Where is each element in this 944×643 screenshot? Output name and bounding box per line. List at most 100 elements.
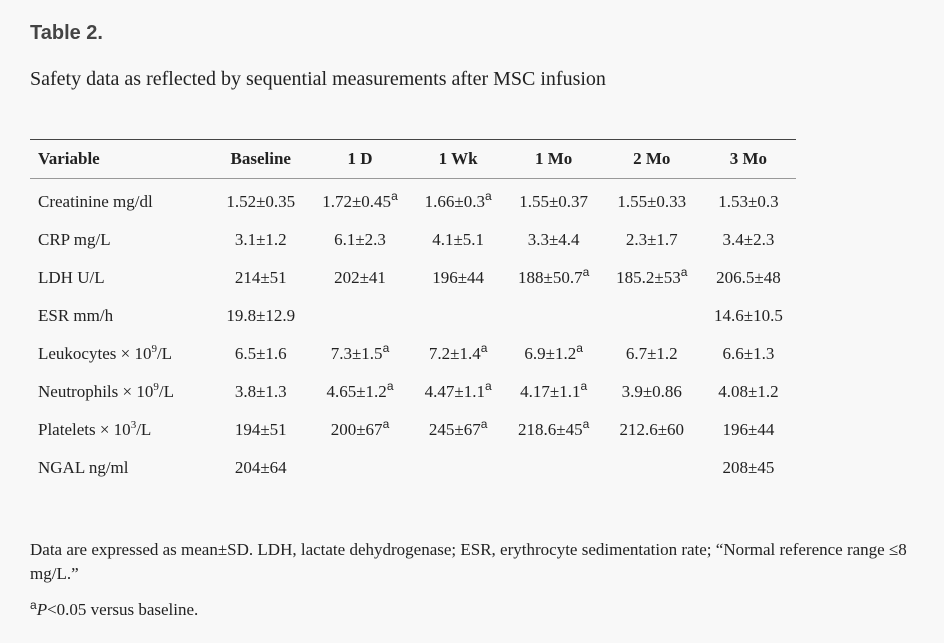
table-cell: 4.47±1.1a bbox=[412, 373, 505, 411]
table-cell: 212.6±60 bbox=[603, 411, 701, 449]
row-label-text: Creatinine mg/dl bbox=[38, 192, 153, 211]
table-row: NGAL ng/ml 204±64 208±45 bbox=[30, 449, 796, 487]
cell-value: 245±67 bbox=[428, 420, 481, 439]
row-label-text: Neutrophils × 10 bbox=[38, 382, 154, 401]
row-label-text: Leukocytes × 10 bbox=[38, 344, 152, 363]
table-cell: 4.08±1.2 bbox=[701, 373, 796, 411]
table-body: Creatinine mg/dl 1.52±0.35 1.72±0.45a 1.66±… bbox=[30, 179, 796, 488]
header-row: Variable Baseline 1 D 1 Wk 1 Mo 2 Mo 3 M… bbox=[30, 139, 796, 179]
row-label: Platelets × 103/L bbox=[30, 411, 213, 449]
table-cell: 14.6±10.5 bbox=[701, 297, 796, 335]
cell-value: 1.55±0.37 bbox=[519, 192, 589, 211]
table-row: LDH U/L 214±51 202±41 196±44 188±50.7a 185.2±… bbox=[30, 259, 796, 297]
cell-value: 1.52±0.35 bbox=[226, 192, 296, 211]
table-cell: 200±67a bbox=[308, 411, 411, 449]
table-cell: 4.65±1.2a bbox=[308, 373, 411, 411]
table-cell: 218.6±45a bbox=[505, 411, 603, 449]
row-label: NGAL ng/ml bbox=[30, 449, 213, 487]
col-header-1mo: 1 Mo bbox=[534, 149, 573, 168]
table-cell: 245±67a bbox=[412, 411, 505, 449]
row-label: Leukocytes × 109/L bbox=[30, 335, 213, 373]
cell-value: 3.4±2.3 bbox=[722, 230, 775, 249]
table-cell: 194±51 bbox=[213, 411, 308, 449]
cell-value: 6.5±1.6 bbox=[234, 344, 287, 363]
cell-value: 214±51 bbox=[234, 268, 287, 287]
table-row: ESR mm/h 19.8±12.9 14.6±10.5 bbox=[30, 297, 796, 335]
significance-marker: a bbox=[484, 189, 492, 203]
table-cell bbox=[505, 449, 603, 487]
table-cell: 214±51 bbox=[213, 259, 308, 297]
significance-marker: a bbox=[382, 417, 390, 431]
table-cell: 6.5±1.6 bbox=[213, 335, 308, 373]
cell-value: 4.17±1.1 bbox=[520, 382, 581, 401]
cell-value: 4.47±1.1 bbox=[424, 382, 485, 401]
table-cell: 1.66±0.3a bbox=[412, 179, 505, 222]
table-cell bbox=[412, 449, 505, 487]
significance-marker: a bbox=[391, 189, 398, 203]
col-header-1wk: 1 Wk bbox=[438, 149, 478, 168]
table-cell: 2.3±1.7 bbox=[603, 221, 701, 259]
cell-value: 3.9±0.86 bbox=[621, 382, 682, 401]
row-label-exponent: 9 bbox=[153, 381, 159, 393]
table-row: Platelets × 103/L 194±51 200±67a 245±67a 218… bbox=[30, 411, 796, 449]
table-cell: 3.3±4.4 bbox=[505, 221, 603, 259]
table-row: Neutrophils × 109/L 3.8±1.3 4.65±1.2a 4.47±… bbox=[30, 373, 796, 411]
row-label-unit: /L bbox=[136, 420, 152, 439]
table-cell: 3.9±0.86 bbox=[603, 373, 701, 411]
table-cell: 3.8±1.3 bbox=[213, 373, 308, 411]
cell-value: 188±50.7 bbox=[517, 268, 583, 287]
row-label-text: CRP mg/L bbox=[38, 230, 111, 249]
row-label: ESR mm/h bbox=[30, 297, 213, 335]
cell-value: 7.2±1.4 bbox=[428, 344, 481, 363]
table-cell: 6.7±1.2 bbox=[603, 335, 701, 373]
cell-value: 202±41 bbox=[334, 268, 386, 287]
cell-value: 3.1±1.2 bbox=[234, 230, 287, 249]
table-cell: 1.55±0.37 bbox=[505, 179, 603, 222]
col-header-2mo: 2 Mo bbox=[633, 149, 671, 168]
cell-value: 7.3±1.5 bbox=[330, 344, 383, 363]
significance-marker: a bbox=[582, 265, 590, 279]
significance-marker: a bbox=[386, 379, 394, 393]
table-cell: 204±64 bbox=[213, 449, 308, 487]
table-row: CRP mg/L 3.1±1.2 6.1±2.3 4.1±5.1 3.3±4.4 2.3±… bbox=[30, 221, 796, 259]
table-cell bbox=[603, 297, 701, 335]
significance-marker: a bbox=[382, 341, 390, 355]
table-row: Creatinine mg/dl 1.52±0.35 1.72±0.45a 1.66±… bbox=[30, 179, 796, 222]
cell-value: 1.53±0.3 bbox=[718, 192, 779, 211]
table-cell: 3.4±2.3 bbox=[701, 221, 796, 259]
cell-value: 196±44 bbox=[432, 268, 485, 287]
cell-value: 208±45 bbox=[722, 458, 775, 477]
row-label: Creatinine mg/dl bbox=[30, 179, 213, 222]
cell-value: 1.72±0.45 bbox=[322, 192, 392, 211]
table-caption: Safety data as reflected by sequential m… bbox=[30, 68, 606, 90]
cell-value: 185.2±53 bbox=[616, 268, 681, 287]
significance-marker: a bbox=[484, 379, 492, 393]
table-cell: 4.17±1.1a bbox=[505, 373, 603, 411]
row-label-unit: /L bbox=[158, 382, 174, 401]
cell-value: 218.6±45 bbox=[517, 420, 583, 439]
cell-value: 6.7±1.2 bbox=[625, 344, 678, 363]
significance-marker: a bbox=[680, 265, 688, 279]
row-label-text: ESR mm/h bbox=[38, 306, 114, 325]
footnote-p-symbol: P bbox=[36, 600, 48, 619]
row-label: CRP mg/L bbox=[30, 221, 213, 259]
safety-data-table: Variable Baseline 1 D 1 Wk 1 Mo 2 Mo 3 M… bbox=[30, 139, 796, 487]
row-label: LDH U/L bbox=[30, 259, 213, 297]
significance-marker: a bbox=[582, 417, 590, 431]
cell-value: 1.55±0.33 bbox=[617, 192, 687, 211]
table-cell: 1.72±0.45a bbox=[308, 179, 411, 222]
significance-marker: a bbox=[576, 341, 583, 355]
cell-value: 19.8±12.9 bbox=[226, 306, 296, 325]
table-cell: 6.1±2.3 bbox=[308, 221, 411, 259]
cell-value: 4.08±1.2 bbox=[718, 382, 779, 401]
table-cell: 1.52±0.35 bbox=[213, 179, 308, 222]
cell-value: 194±51 bbox=[234, 420, 287, 439]
row-label-text: LDH U/L bbox=[38, 268, 105, 287]
cell-value: 200±67 bbox=[330, 420, 383, 439]
table-cell: 3.1±1.2 bbox=[213, 221, 308, 259]
cell-value: 4.1±5.1 bbox=[432, 230, 485, 249]
table-cell: 202±41 bbox=[308, 259, 411, 297]
table-cell: 19.8±12.9 bbox=[213, 297, 308, 335]
footnote-significance-text: <0.05 versus baseline. bbox=[47, 600, 199, 619]
cell-value: 3.8±1.3 bbox=[234, 382, 287, 401]
